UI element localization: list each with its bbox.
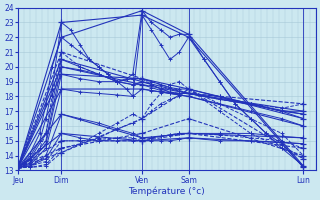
X-axis label: Température (°c): Température (°c): [129, 186, 205, 196]
